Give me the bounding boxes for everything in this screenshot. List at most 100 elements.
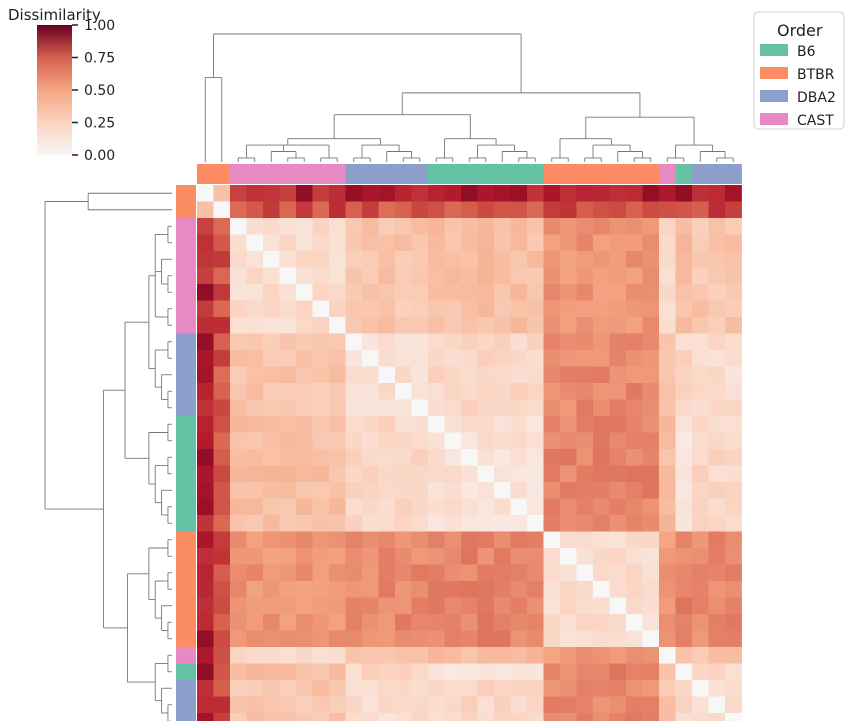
heatmap-cell <box>246 350 264 367</box>
heatmap-cell <box>213 284 231 301</box>
heatmap-cell <box>395 317 412 334</box>
heatmap-cell <box>279 564 297 582</box>
heatmap-cell <box>345 564 363 582</box>
heatmap-cell <box>197 482 214 499</box>
heatmap-cell <box>246 614 264 631</box>
heatmap-cell <box>576 614 594 631</box>
heatmap-cell <box>312 647 330 664</box>
heatmap-cell <box>477 399 495 417</box>
heatmap-cell <box>279 597 297 615</box>
heatmap-cell <box>494 300 511 318</box>
heatmap-cell <box>312 564 330 582</box>
heatmap-cell <box>510 614 528 631</box>
heatmap-cell <box>428 531 445 549</box>
heatmap-cell <box>378 350 396 367</box>
heatmap-cell <box>593 647 610 664</box>
heatmap-cell <box>593 366 610 384</box>
heatmap-cell <box>263 581 280 598</box>
heatmap-cell <box>197 251 214 268</box>
colorbar-tick-label: 0.75 <box>84 51 115 67</box>
heatmap-cell <box>444 251 462 268</box>
heatmap-cell <box>510 449 528 466</box>
heatmap-cell <box>477 333 495 351</box>
heatmap-cell <box>576 201 594 219</box>
heatmap-cell <box>296 482 313 499</box>
heatmap-cell <box>329 218 346 235</box>
heatmap-cell <box>411 498 429 516</box>
heatmap-cell <box>675 234 693 252</box>
heatmap-cell <box>296 647 313 664</box>
heatmap-cell <box>642 465 660 483</box>
heatmap-cell <box>263 366 280 384</box>
heatmap-cell <box>494 218 511 235</box>
heatmap-cell <box>609 218 627 235</box>
heatmap-cell <box>362 564 379 582</box>
heatmap-cell <box>692 465 709 483</box>
column-group-cell <box>560 164 577 184</box>
heatmap-cell <box>329 663 346 681</box>
heatmap-cell <box>461 696 478 714</box>
heatmap-cell <box>560 581 577 598</box>
heatmap-cell <box>312 300 330 318</box>
heatmap-cell <box>708 234 726 252</box>
heatmap-cell <box>725 416 742 433</box>
heatmap-cell <box>659 465 676 483</box>
heatmap-cell <box>378 630 396 648</box>
heatmap-cell <box>527 234 544 252</box>
row-group-cell <box>176 218 196 235</box>
heatmap-cell <box>461 498 478 516</box>
heatmap-cell <box>395 251 412 268</box>
heatmap-cell <box>213 300 231 318</box>
legend-label: CAST <box>797 113 834 129</box>
heatmap-cell <box>230 251 247 268</box>
heatmap-cell <box>428 548 445 565</box>
heatmap-cell <box>395 432 412 450</box>
heatmap-cell <box>576 185 594 202</box>
heatmap-cell <box>494 531 511 549</box>
heatmap-cell <box>246 383 264 400</box>
row-group-cell <box>176 284 196 301</box>
heatmap-cell <box>279 218 297 235</box>
heatmap-cell <box>279 333 297 351</box>
heatmap-cell <box>246 300 264 318</box>
heatmap-cell <box>197 416 214 433</box>
heatmap-cell <box>510 482 528 499</box>
heatmap-cell <box>708 581 726 598</box>
heatmap-cell <box>230 366 247 384</box>
heatmap-cell <box>329 317 346 334</box>
heatmap-cell <box>692 647 709 664</box>
heatmap-cell <box>246 465 264 483</box>
heatmap-cell <box>626 531 643 549</box>
heatmap-cell <box>609 383 627 400</box>
heatmap-cell <box>626 350 643 367</box>
heatmap-cell <box>461 531 478 549</box>
heatmap-cell <box>428 432 445 450</box>
heatmap-cell <box>708 399 726 417</box>
heatmap-cell <box>708 366 726 384</box>
heatmap-cell <box>725 548 742 565</box>
heatmap-cell <box>213 449 231 466</box>
heatmap-cell <box>708 284 726 301</box>
heatmap-cell <box>560 696 577 714</box>
heatmap-cell <box>725 317 742 334</box>
heatmap-cell <box>362 713 379 721</box>
heatmap-cell <box>329 333 346 351</box>
heatmap-cell <box>593 614 610 631</box>
heatmap-cell <box>230 201 247 219</box>
heatmap-cell <box>593 185 610 202</box>
heatmap-cell <box>279 449 297 466</box>
column-group-cell <box>213 164 231 184</box>
heatmap-cell <box>279 201 297 219</box>
heatmap-cell <box>395 597 412 615</box>
heatmap-cell <box>708 383 726 400</box>
heatmap-cell <box>345 234 363 252</box>
heatmap-cell <box>642 630 660 648</box>
heatmap-cell <box>609 350 627 367</box>
heatmap-cell <box>543 465 561 483</box>
heatmap-cell <box>527 581 544 598</box>
heatmap-cell <box>461 383 478 400</box>
heatmap-cell <box>296 597 313 615</box>
row-group-cell <box>176 201 196 219</box>
heatmap-cell <box>378 465 396 483</box>
legend: Order B6 BTBR DBA2 CAST <box>753 11 845 130</box>
